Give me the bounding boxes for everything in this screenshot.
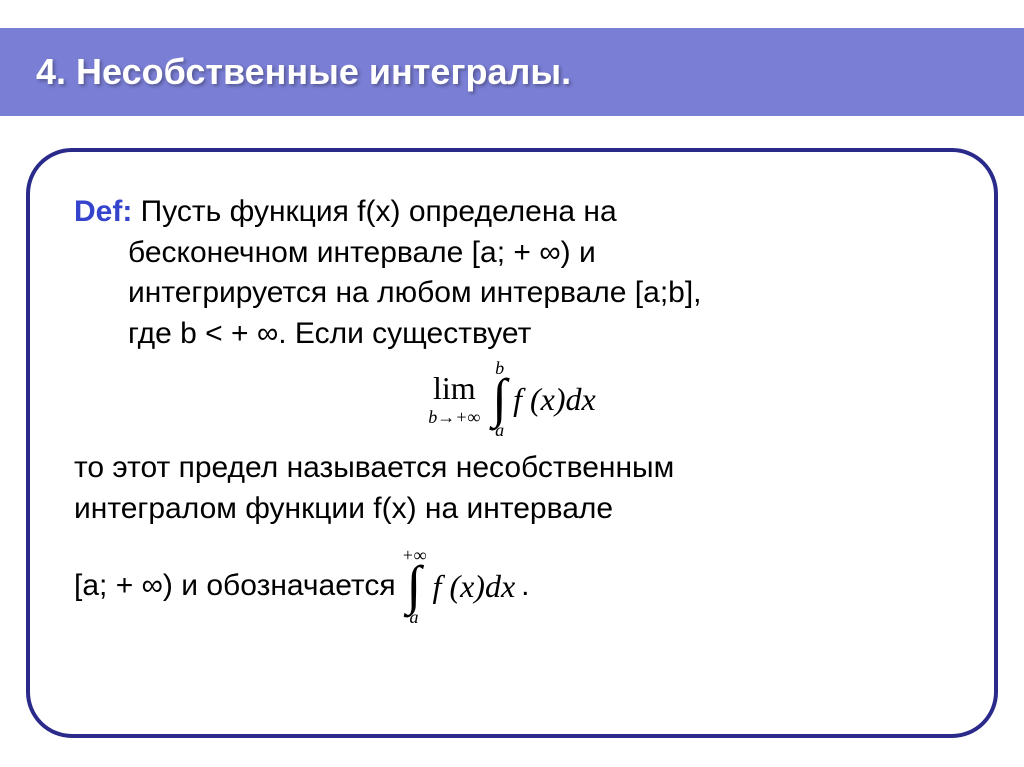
def-label: Def:	[74, 195, 132, 228]
definition-paragraph-1: Def: Пусть функция f(x) определена на бе…	[74, 192, 950, 354]
int2-symbol: ∫	[407, 563, 422, 609]
integral-block-1: b ∫ a	[492, 360, 507, 438]
definition-paragraph-2: то этот предел называется несобственным …	[74, 448, 950, 529]
para1-line2: бесконечном интервале [a; + ∞) и	[74, 233, 950, 274]
lim-text: lim	[433, 370, 476, 407]
integral-block-2: +∞ ∫ a	[402, 547, 427, 625]
para3-prefix: [a; + ∞) и обозначается	[74, 569, 396, 603]
para1-line1: Пусть функция f(x) определена на	[132, 195, 616, 228]
content-frame: Def: Пусть функция f(x) определена на бе…	[26, 148, 998, 738]
lim-sub: b→+∞	[428, 407, 480, 428]
int1-symbol: ∫	[492, 376, 507, 422]
header-underline	[36, 116, 988, 119]
para1-line4: где b < + ∞. Если существует	[74, 314, 950, 355]
formula-limit-integral: lim b→+∞ b ∫ a f (x)dx	[74, 360, 950, 438]
formula-improper-integral: +∞ ∫ a f (x)dx	[402, 547, 516, 625]
para2-line2: интегралом функции f(x) на интервале	[74, 492, 613, 525]
final-period: .	[521, 569, 529, 603]
para2-line1: то этот предел называется несобственным	[74, 451, 674, 484]
para1-line3: интегрируется на любом интервале [a;b],	[74, 273, 950, 314]
definition-paragraph-3: [a; + ∞) и обозначается +∞ ∫ a f (x)dx .	[74, 547, 950, 625]
integrand-2: f (x)dx	[433, 568, 516, 605]
int2-lower: a	[410, 609, 419, 625]
limit-block: lim b→+∞	[428, 370, 480, 428]
slide-header: 4. Несобственные интегралы.	[0, 28, 1024, 116]
slide-title: 4. Несобственные интегралы.	[36, 51, 571, 93]
int1-lower: a	[495, 422, 504, 438]
integrand-1: f (x)dx	[513, 381, 596, 418]
